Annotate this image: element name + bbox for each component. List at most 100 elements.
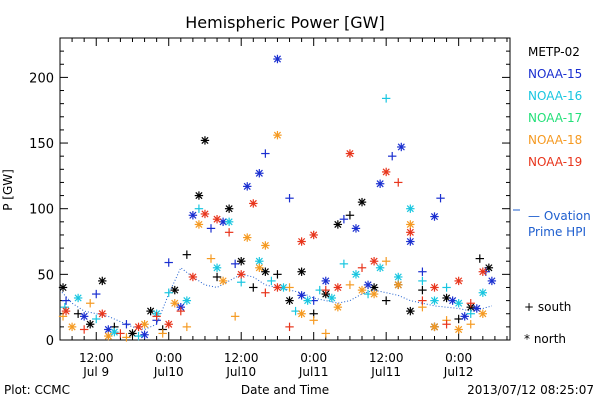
marker-stroke [406,220,414,229]
north-star-marker [261,241,270,250]
legend-entry: METP-02 [528,45,580,59]
marker-stroke [430,283,439,292]
marker-stroke [80,312,88,320]
marker-stroke [328,294,336,302]
plot-frame [59,37,511,341]
north-star-marker [255,169,264,178]
south-plus-marker [475,254,484,263]
north-star-marker [454,299,463,308]
y-axis: 0 50 100 150 200 [29,50,510,349]
north-star-marker [394,272,403,282]
x-tick-label-date: Jul10 [225,365,256,379]
marker-stroke [255,257,263,265]
footer-timestamp: 2013/07/12 08:25:07 [467,383,594,397]
south-plus-marker [164,258,173,267]
north-star-marker [194,191,204,200]
marker-stroke [273,283,282,292]
y-tick-label: 150 [29,137,54,152]
north-star-marker [487,276,497,286]
south-plus-marker [86,299,95,308]
north-star-marker [297,291,306,300]
north-star-marker [188,211,198,220]
marker-stroke [376,180,384,188]
south-plus-marker [418,276,427,286]
x-tick-label-date: Jul 9 [82,365,109,379]
north-star-marker [67,322,77,332]
north-star-marker [363,280,373,290]
south-plus-marker [79,325,89,334]
south-plus-marker [230,312,240,321]
marker-stroke [304,297,312,305]
north-star-marker [200,136,210,145]
marker-stroke [352,270,360,278]
north-star-marker [243,182,252,191]
north-star-marker [297,309,306,318]
north-star-marker [375,263,385,272]
south-plus-marker [182,250,192,259]
south-plus-marker [134,331,143,341]
marker-stroke [237,270,245,278]
marker-stroke [74,294,82,302]
south-plus-marker [285,193,294,203]
south-plus-marker [339,259,349,269]
marker-stroke [430,297,439,305]
south-plus-marker [249,283,258,292]
marker-stroke [171,299,179,307]
north-star-marker [406,306,415,316]
north-star-marker [297,237,306,246]
chart-title: Hemispheric Power [GW] [185,13,384,32]
south-plus-marker [224,228,234,237]
north-star-marker [472,304,481,313]
north-star-marker [243,233,252,242]
marker-stroke [189,273,197,281]
marker-stroke [255,264,263,272]
legend-entry: NOAA-16 [528,89,582,103]
south-plus-marker [273,270,282,279]
north-star-marker [381,167,391,177]
north-star-marker [200,209,210,219]
south-plus-marker [466,299,475,308]
north-star-marker [273,54,282,64]
marker-stroke [358,198,366,206]
north-star-marker [430,322,439,332]
marker-stroke [261,268,269,276]
marker-stroke [455,277,463,285]
marker-stroke [394,281,402,289]
marker-stroke [128,329,137,338]
marker-stroke [98,310,106,318]
north-star-marker [218,276,228,286]
north-star-marker [170,299,179,308]
north-star-marker [297,267,306,276]
north-star-marker [164,320,173,329]
marker-stroke [352,224,360,232]
south-plus-marker [321,285,330,295]
marker-stroke [279,283,288,292]
marker-stroke [322,277,330,285]
south-plus-marker [206,254,216,263]
north-star-marker [394,280,403,290]
x-tick-label-date: Jul12 [443,365,474,379]
north-star-marker [58,283,68,292]
north-star-marker [327,293,337,303]
north-star-marker [478,267,488,276]
marker-stroke [273,131,282,139]
north-star-marker [188,272,198,282]
marker-stroke [370,257,378,265]
north-star-marker [345,149,355,158]
marker-stroke [225,205,233,213]
marker-stroke [370,290,378,298]
north-star-marker [212,263,222,272]
north-star-marker [237,270,246,279]
south-plus-marker [267,276,276,286]
south-plus-marker [182,322,192,332]
marker-stroke [479,268,487,276]
marker-stroke [406,307,414,315]
marker-stroke [370,283,378,292]
north-star-marker [357,197,367,207]
x-tick-label-time: 0:00 [445,351,472,365]
north-star-marker [333,220,343,229]
north-star-marker [333,302,343,312]
south-plus-marker [321,329,330,338]
